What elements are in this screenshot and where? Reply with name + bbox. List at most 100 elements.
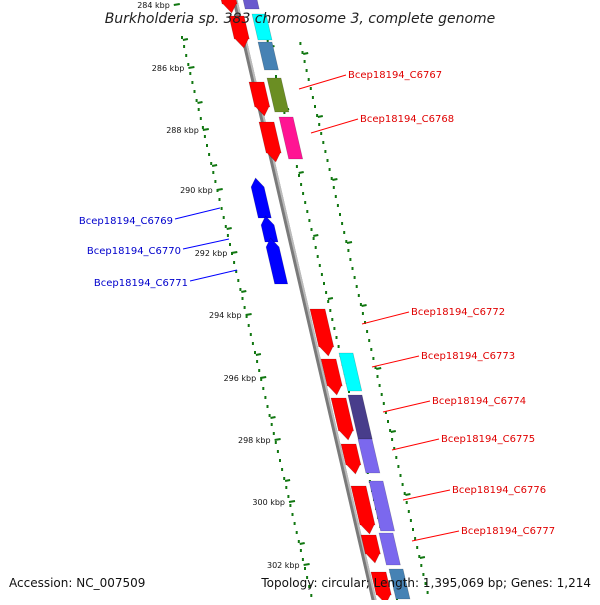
forward-gene-label[interactable]: Bcep18194_C6774 [432, 396, 526, 407]
gc-dot [256, 360, 259, 363]
scale-tick-mark [260, 376, 267, 379]
cog-color-box [357, 438, 381, 474]
gc-dot [326, 159, 329, 162]
scale-tick-label: 284 kbp [137, 1, 170, 10]
gc-dot [283, 111, 286, 114]
gc-dot [374, 366, 377, 369]
gc-dot [403, 492, 406, 495]
gc-dot [312, 237, 315, 240]
forward-gene-leader-line [298, 74, 347, 90]
gc-dot [298, 174, 300, 177]
gc-dot [424, 582, 427, 585]
gc-dash [317, 115, 323, 118]
forward-gene-label[interactable]: Bcep18194_C6772 [411, 307, 505, 318]
gc-dot [254, 351, 256, 354]
gc-dot [220, 207, 223, 210]
gc-dot [343, 231, 346, 234]
forward-gene-arrow [248, 81, 271, 117]
cog-color-box [266, 77, 290, 113]
scale-tick-mark [231, 251, 238, 254]
gc-dot [393, 447, 396, 450]
forward-gene-leader-line [411, 530, 460, 542]
gc-dot [185, 54, 188, 57]
reverse-gene-leader-line [174, 207, 221, 220]
gc-dot [241, 297, 244, 300]
gc-dot [316, 255, 319, 258]
cog-color-box [251, 13, 273, 41]
gc-dash [270, 416, 276, 419]
gc-dot [412, 528, 414, 531]
scale-tick-label: 294 kbp [209, 311, 242, 320]
gc-dot [268, 414, 271, 417]
gc-dot [348, 390, 350, 393]
gc-dot [260, 378, 263, 381]
scale-tick-mark [245, 313, 252, 316]
gc-dot [359, 303, 362, 306]
reverse-gene-label[interactable]: Bcep18194_C6771 [94, 278, 188, 289]
forward-gene-arrow [320, 358, 343, 396]
gc-dot [332, 186, 335, 189]
forward-gene-label[interactable]: Bcep18194_C6767 [348, 70, 442, 81]
gc-dot [262, 387, 265, 390]
forward-gene-leader-line [402, 489, 451, 501]
gc-dot [218, 198, 221, 201]
gc-dot [351, 267, 354, 270]
gc-dot [193, 90, 196, 93]
gc-dot [323, 282, 325, 285]
gc-dot [405, 501, 408, 504]
forward-gene-arrow [309, 308, 335, 357]
gc-dot [322, 141, 325, 144]
gc-dot [314, 246, 317, 249]
forward-gene-arrow [220, 0, 238, 14]
forward-gene-label[interactable]: Bcep18194_C6768 [360, 114, 454, 125]
gc-dot [380, 393, 383, 396]
forward-gene-arrow [228, 15, 250, 49]
scale-tick-mark [173, 3, 180, 6]
gc-dot [274, 441, 277, 444]
reverse-gene-label[interactable]: Bcep18194_C6769 [79, 216, 173, 227]
gc-dot [336, 204, 339, 207]
gc-dash [376, 367, 382, 370]
gc-dot [335, 336, 338, 339]
gc-dot [303, 60, 306, 63]
forward-gene-label[interactable]: Bcep18194_C6773 [421, 351, 515, 362]
gene-features [220, 0, 411, 605]
reverse-gene-label[interactable]: Bcep18194_C6770 [87, 246, 181, 257]
gc-dot [224, 225, 227, 228]
scale-tick-label: 288 kbp [166, 126, 199, 135]
gene-labels: Bcep18194_C6767 Bcep18194_C6768 Bcep18194_… [79, 70, 555, 542]
gc-dot [372, 357, 375, 360]
gc-dot [384, 411, 387, 414]
gc-dot [389, 429, 392, 432]
gc-dot [201, 126, 204, 129]
gc-dot [291, 513, 294, 516]
gc-dot [316, 114, 319, 117]
gc-dash [284, 479, 291, 482]
gc-dot [251, 342, 254, 345]
forward-gene-label[interactable]: Bcep18194_C6777 [461, 526, 555, 537]
gc-dot [187, 63, 190, 66]
gc-dash [182, 38, 189, 41]
cog-color-box [338, 352, 363, 392]
cog-color-box [378, 532, 401, 566]
accession-text: Accession: NC_007509 [9, 576, 145, 590]
scale-tick-mark [202, 128, 209, 131]
gc-dot [206, 144, 208, 147]
map-title: Burkholderia sp. 383 chromosome 3, compl… [105, 11, 496, 27]
gc-dot [355, 285, 358, 288]
gc-dot [378, 384, 381, 387]
scale-tick-label: 286 kbp [152, 64, 185, 73]
gc-dot [318, 264, 321, 267]
gc-dot [308, 219, 311, 222]
gc-dot [349, 258, 352, 261]
forward-gene-label[interactable]: Bcep18194_C6775 [441, 434, 535, 445]
forward-gene-label[interactable]: Bcep18194_C6776 [452, 485, 546, 496]
gc-dot [387, 420, 389, 423]
gc-dash [361, 304, 367, 307]
forward-gene-leader-line [371, 355, 420, 368]
gc-dot [395, 456, 398, 459]
scale-tick-mark [216, 188, 223, 191]
gc-dot [279, 459, 281, 462]
gc-dot [347, 249, 350, 252]
